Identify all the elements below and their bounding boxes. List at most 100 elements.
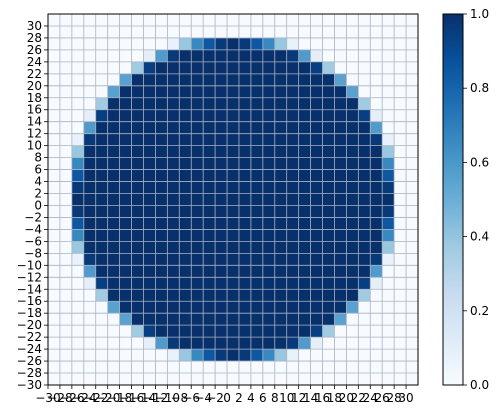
heatmap-cell (119, 25, 132, 38)
heatmap-cell (107, 325, 120, 338)
heatmap-cell (382, 361, 395, 374)
heatmap-cell (238, 73, 251, 86)
heatmap-cell (107, 301, 120, 314)
heatmap-cell (394, 313, 407, 326)
y-tick-label: 30 (27, 19, 42, 33)
heatmap-cell (155, 73, 168, 86)
heatmap-cell (274, 157, 287, 170)
heatmap-cell (83, 217, 96, 230)
heatmap-cell (298, 265, 311, 278)
heatmap-cell (406, 325, 418, 338)
heatmap-cell (131, 373, 144, 385)
heatmap-cell (227, 157, 239, 170)
heatmap-cell (119, 349, 132, 362)
heatmap-cell (262, 49, 275, 62)
heatmap-cell (274, 241, 287, 254)
heatmap-cell (131, 14, 144, 26)
heatmap-cell (59, 205, 72, 218)
heatmap-cell (227, 193, 239, 206)
heatmap-cell (310, 325, 323, 338)
heatmap-cell (71, 181, 84, 194)
heatmap-cell (119, 361, 132, 374)
heatmap-cell (310, 205, 323, 218)
heatmap-cell (370, 349, 383, 362)
heatmap-cell (191, 229, 204, 242)
heatmap-cell (215, 25, 228, 38)
heatmap-cell (119, 265, 132, 278)
heatmap-cell (382, 205, 395, 218)
heatmap-cell (250, 169, 263, 182)
heatmap-cell (131, 181, 144, 194)
heatmap-cell (406, 109, 418, 122)
heatmap-cell (95, 169, 108, 182)
heatmap-cell (370, 253, 383, 266)
heatmap-cell (179, 25, 192, 38)
heatmap-cell (107, 277, 120, 290)
y-tick-label: 10 (27, 139, 42, 153)
heatmap-cell (382, 337, 395, 350)
heatmap-cell (179, 361, 192, 374)
heatmap-cell (370, 49, 383, 62)
heatmap-cell (59, 73, 72, 86)
heatmap-cell (155, 241, 168, 254)
heatmap-cell (227, 289, 239, 302)
heatmap-cell (143, 61, 156, 74)
heatmap-cell (95, 25, 108, 38)
heatmap-cell (167, 121, 180, 134)
heatmap-cell (119, 181, 132, 194)
heatmap-cell (370, 265, 383, 278)
heatmap-cell (394, 181, 407, 194)
heatmap-cell (238, 25, 251, 38)
heatmap-cell (406, 181, 418, 194)
heatmap-cell (358, 193, 371, 206)
heatmap-cell (286, 73, 299, 86)
heatmap-cell (238, 361, 251, 374)
heatmap-cell (131, 37, 144, 50)
heatmap-cell (298, 205, 311, 218)
heatmap-cell (238, 61, 251, 74)
heatmap-cell (358, 157, 371, 170)
heatmap-cell (238, 265, 251, 278)
heatmap-cell (191, 349, 204, 362)
heatmap-cell (167, 241, 180, 254)
heatmap-cell (262, 349, 275, 362)
heatmap-cell (310, 373, 323, 385)
heatmap-cell (143, 97, 156, 110)
heatmap-cell (358, 361, 371, 374)
colorbar-tick-label: 0.2 (470, 304, 489, 318)
heatmap-cell (179, 265, 192, 278)
heatmap-cell (167, 193, 180, 206)
heatmap-cell (95, 121, 108, 134)
heatmap-cell (382, 241, 395, 254)
heatmap-cell (382, 349, 395, 362)
heatmap-cell (203, 73, 216, 86)
y-tick-label: 28 (27, 31, 42, 45)
heatmap-cell (322, 109, 335, 122)
heatmap-cell (310, 181, 323, 194)
heatmap-cell (310, 121, 323, 134)
heatmap-cell (191, 205, 204, 218)
heatmap-cell (131, 265, 144, 278)
heatmap-cell (310, 349, 323, 362)
heatmap-cell (95, 325, 108, 338)
heatmap-cell (191, 49, 204, 62)
heatmap-cell (262, 253, 275, 266)
heatmap-cell (227, 313, 239, 326)
heatmap-cell (131, 289, 144, 302)
heatmap-cell (107, 61, 120, 74)
heatmap-cell (71, 349, 84, 362)
heatmap-cell (394, 193, 407, 206)
heatmap-cell (155, 157, 168, 170)
heatmap-cell (48, 14, 60, 26)
heatmap-cell (179, 313, 192, 326)
heatmap-cell (155, 121, 168, 134)
heatmap-cell (71, 229, 84, 242)
heatmap-cell (334, 49, 347, 62)
heatmap-cell (346, 73, 359, 86)
heatmap-cell (286, 25, 299, 38)
heatmap-cell (274, 229, 287, 242)
heatmap-cell (274, 145, 287, 158)
heatmap-cell (191, 133, 204, 146)
heatmap-cell (167, 25, 180, 38)
heatmap-cell (346, 169, 359, 182)
